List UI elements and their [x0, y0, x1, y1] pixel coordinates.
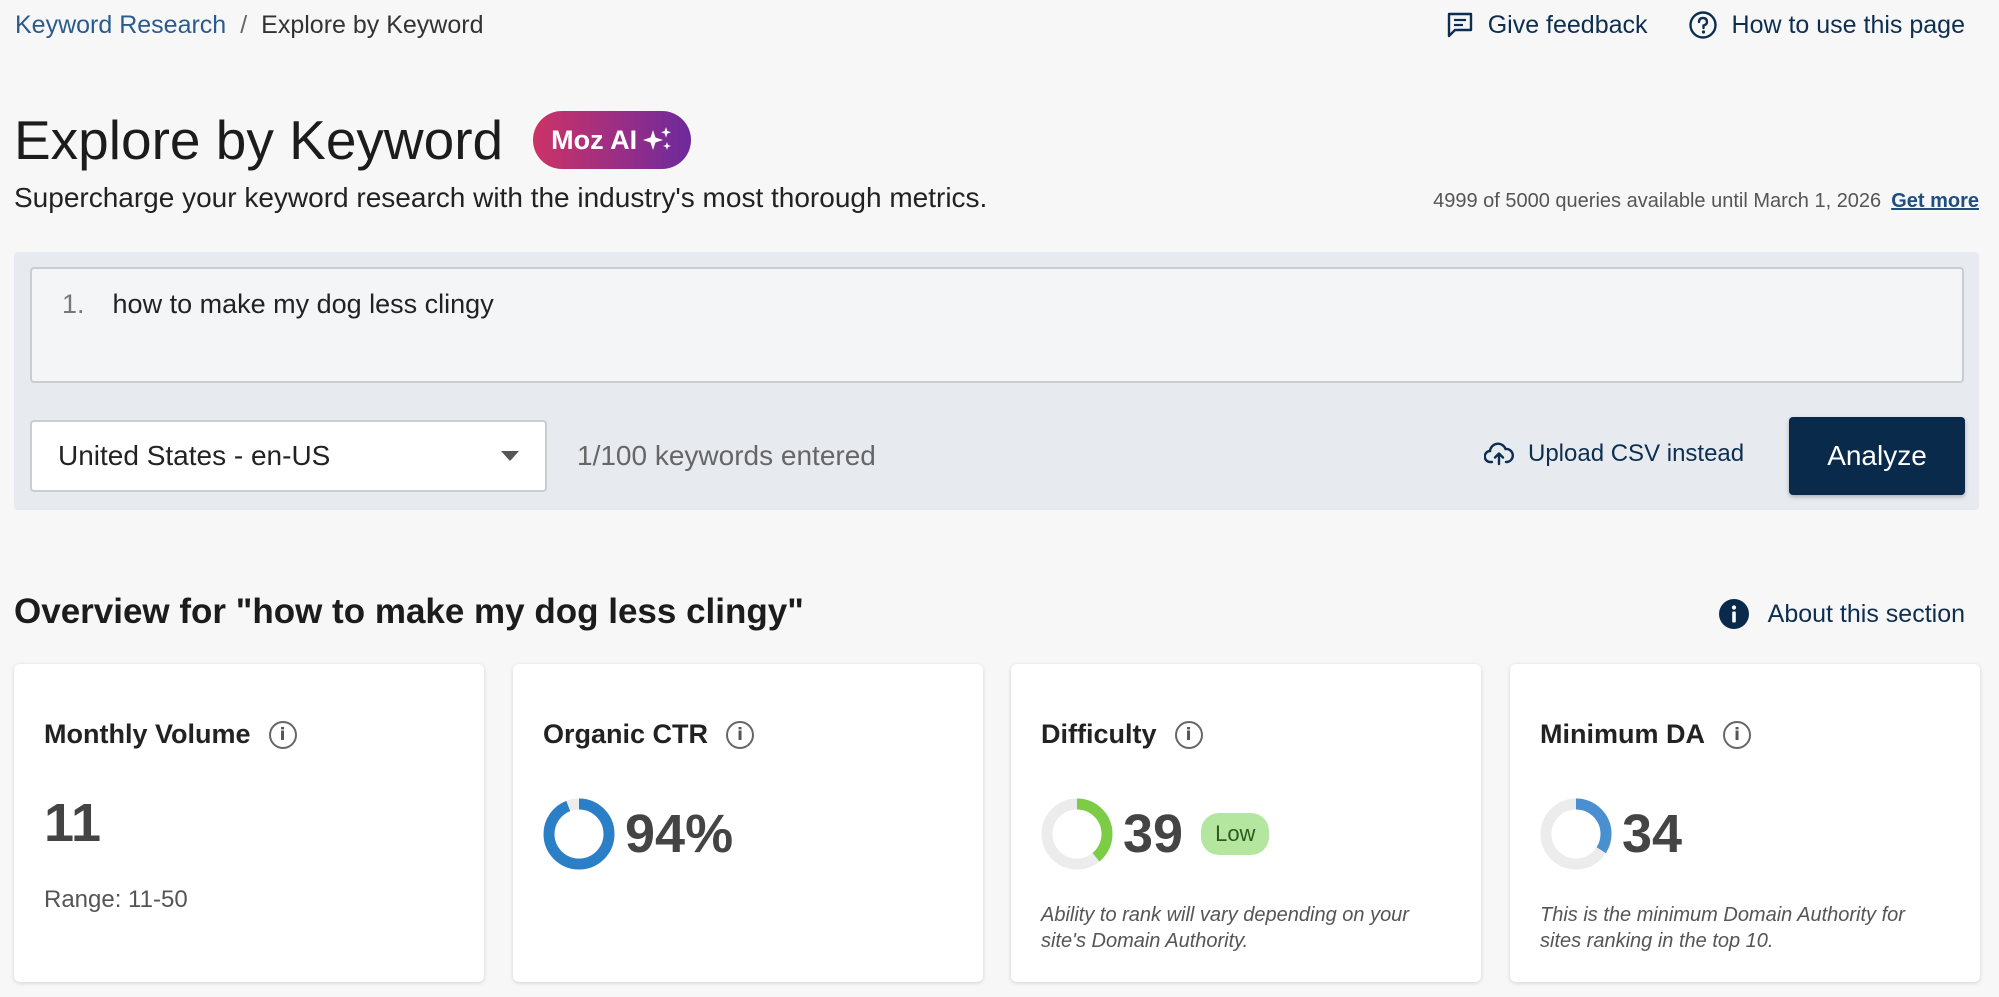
minimum-da-value: 34 [1622, 804, 1683, 864]
difficulty-note: Ability to rank will vary depending on y… [1041, 904, 1409, 952]
header-links: Give feedback How to use this page [1446, 10, 1965, 40]
upload-csv-button[interactable]: Upload CSV instead [1484, 440, 1744, 468]
minimum-da-donut-chart [1540, 798, 1612, 870]
difficulty-card: Difficulty i 39 Low Ability to rank will… [1011, 664, 1481, 982]
info-icon[interactable]: i [726, 720, 755, 749]
info-filled-icon [1718, 599, 1749, 629]
help-circle-icon [1688, 11, 1717, 39]
info-icon[interactable]: i [268, 720, 297, 749]
how-to-use-link[interactable]: How to use this page [1688, 10, 1965, 40]
give-feedback-label: Give feedback [1487, 10, 1648, 39]
monthly-volume-range: Range: 11-50 [44, 886, 188, 913]
moz-ai-label: Moz AI [551, 124, 638, 155]
get-more-link[interactable]: Get more [1891, 190, 1979, 212]
organic-ctr-metric: 94% [543, 798, 733, 870]
breadcrumb: Keyword Research / Explore by Keyword [15, 11, 484, 40]
minimum-da-label: Minimum DA [1540, 719, 1705, 749]
top-bar: Keyword Research / Explore by Keyword Gi… [15, 6, 1965, 44]
keyword-count: 1/100 keywords entered [577, 440, 876, 471]
keyword-text: how to make my dog less clingy [112, 289, 494, 319]
how-to-use-label: How to use this page [1731, 10, 1965, 39]
overview-heading: Overview for "how to make my dog less cl… [14, 592, 804, 631]
organic-ctr-title: Organic CTR i [543, 719, 755, 750]
organic-ctr-card: Organic CTR i 94% [513, 664, 983, 982]
quota-info: 4999 of 5000 queries available until Mar… [1433, 190, 1979, 213]
minimum-da-card: Minimum DA i 34 This is the minimum Doma… [1510, 664, 1980, 982]
moz-ai-badge: Moz AI [533, 111, 692, 169]
page-title: Explore by Keyword [14, 109, 504, 171]
title-row: Explore by Keyword Moz AI [14, 108, 692, 172]
monthly-volume-label: Monthly Volume [44, 719, 251, 749]
organic-ctr-label: Organic CTR [543, 719, 709, 749]
quota-text: 4999 of 5000 queries available until Mar… [1433, 190, 1882, 212]
donut-fill [543, 798, 615, 870]
feedback-icon [1447, 12, 1472, 38]
cloud-upload-icon [1484, 442, 1514, 466]
info-icon[interactable]: i [1174, 720, 1203, 749]
donut-fill [1041, 798, 1113, 870]
difficulty-value: 39 [1123, 804, 1184, 864]
about-section-label: About this section [1767, 599, 1965, 628]
minimum-da-title: Minimum DA i [1540, 719, 1751, 750]
locale-value: United States - en-US [58, 440, 331, 471]
minimum-da-note: This is the minimum Domain Authority for… [1540, 904, 1905, 952]
minimum-da-metric: 34 [1540, 798, 1682, 870]
donut-fill [1540, 798, 1612, 870]
sparkle-icon [643, 127, 672, 150]
search-panel: 1. how to make my dog less clingy United… [14, 252, 1979, 510]
upload-csv-label: Upload CSV instead [1528, 440, 1745, 467]
difficulty-donut-chart [1041, 798, 1113, 870]
breadcrumb-current: Explore by Keyword [261, 10, 484, 39]
difficulty-metric: 39 Low [1041, 798, 1270, 870]
ctr-donut-chart [543, 798, 615, 870]
analyze-button[interactable]: Analyze [1789, 417, 1965, 495]
difficulty-label: Difficulty [1041, 719, 1157, 749]
locale-select[interactable]: United States - en-US [30, 420, 547, 492]
difficulty-badge: Low [1201, 813, 1270, 855]
difficulty-title: Difficulty i [1041, 719, 1203, 750]
breadcrumb-keyword-research[interactable]: Keyword Research [15, 10, 227, 39]
breadcrumb-separator: / [240, 10, 248, 39]
monthly-volume-card: Monthly Volume i 11 Range: 11-50 [14, 664, 484, 982]
monthly-volume-title: Monthly Volume i [44, 719, 297, 750]
organic-ctr-value: 94% [625, 804, 734, 864]
keyword-line-number: 1. [62, 289, 85, 319]
keywords-input[interactable]: 1. how to make my dog less clingy [30, 267, 1964, 383]
monthly-volume-value: 11 [44, 793, 102, 853]
chevron-down-icon [501, 451, 519, 461]
info-icon[interactable]: i [1723, 720, 1751, 749]
about-section-link[interactable]: About this section [1718, 598, 1965, 630]
keyword-line: 1. how to make my dog less clingy [62, 289, 494, 320]
give-feedback-link[interactable]: Give feedback [1446, 11, 1648, 40]
page-subtitle: Supercharge your keyword research with t… [14, 182, 988, 213]
